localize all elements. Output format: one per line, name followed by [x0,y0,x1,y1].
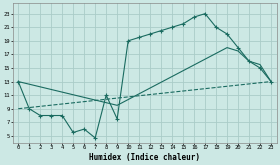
X-axis label: Humidex (Indice chaleur): Humidex (Indice chaleur) [89,152,200,162]
